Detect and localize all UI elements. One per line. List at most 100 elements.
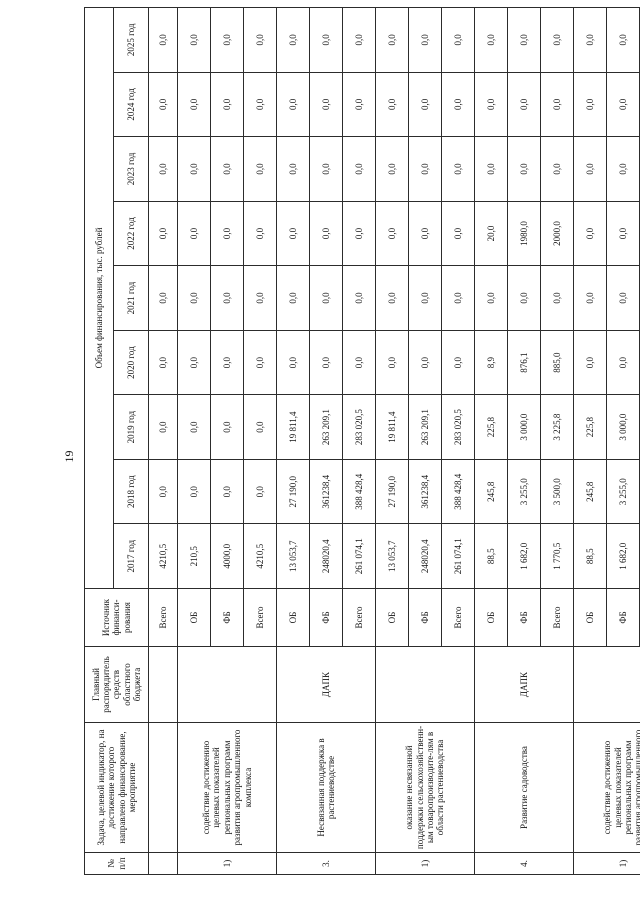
cell-value: 885,0 xyxy=(540,330,574,395)
cell-value: 0,0 xyxy=(210,72,244,137)
cell-value: 0,0 xyxy=(573,330,607,395)
cell-value: 0,0 xyxy=(375,136,409,202)
cell-value: 0,0 xyxy=(309,7,343,73)
cell-source: ОБ xyxy=(375,588,409,647)
cell-value: 0,0 xyxy=(474,265,508,331)
cell-source: Всего xyxy=(441,588,475,647)
cell-value: 88,5 xyxy=(573,523,607,589)
cell-value: 8,9 xyxy=(474,330,508,395)
cell-value: 0,0 xyxy=(540,7,574,73)
cell-value: 0,0 xyxy=(441,72,475,137)
cell-value: 1980,0 xyxy=(507,201,541,266)
cell-value: 0,0 xyxy=(474,136,508,202)
cell-value: 0,0 xyxy=(606,201,640,266)
cell-value: 263 209,1 xyxy=(408,394,442,460)
cell-value: 0,0 xyxy=(606,265,640,331)
cell-value: 0,0 xyxy=(342,136,376,202)
cell-value: 19 811,4 xyxy=(276,394,310,460)
cell-value: 3 000,0 xyxy=(507,394,541,460)
cell-value: 0,0 xyxy=(309,265,343,331)
year-header: 2019 год xyxy=(113,394,149,460)
cell-value: 225,8 xyxy=(573,394,607,460)
cell-value: 19 811,4 xyxy=(375,394,409,460)
cell-value: 13 053,7 xyxy=(276,523,310,589)
year-header: 2018 год xyxy=(113,459,149,524)
header-cell-volume: Объем финансирования, тыс. рублей xyxy=(84,7,114,589)
cell-source: ФБ xyxy=(309,588,343,647)
cell-value: 1 682,0 xyxy=(507,523,541,589)
year-header: 2021 год xyxy=(113,265,149,331)
cell-value: 0,0 xyxy=(210,459,244,524)
year-header: 2023 год xyxy=(113,136,149,202)
cell-value: 0,0 xyxy=(573,265,607,331)
cell-value: 0,0 xyxy=(148,72,178,137)
cell-value: 0,0 xyxy=(210,330,244,395)
year-header: 2020 год xyxy=(113,330,149,395)
cell-value: 0,0 xyxy=(177,201,211,266)
year-header: 2022 год xyxy=(113,201,149,266)
cell-value: 0,0 xyxy=(210,394,244,460)
cell-value: 0,0 xyxy=(342,72,376,137)
header-cell-source: Источник финанси-рования xyxy=(84,588,149,647)
cell-grbs xyxy=(148,646,178,723)
cell-value: 361238,4 xyxy=(408,459,442,524)
cell-value: 3 000,0 xyxy=(606,394,640,460)
cell-value: 0,0 xyxy=(309,136,343,202)
cell-value: 4210,5 xyxy=(148,523,178,589)
cell-value: 0,0 xyxy=(210,265,244,331)
cell-value: 0,0 xyxy=(441,7,475,73)
cell-value: 361238,4 xyxy=(309,459,343,524)
cell-value: 388 428,4 xyxy=(342,459,376,524)
cell-value: 0,0 xyxy=(573,7,607,73)
cell-value: 248020,4 xyxy=(309,523,343,589)
cell-value: 0,0 xyxy=(375,7,409,73)
cell-value: 0,0 xyxy=(342,330,376,395)
cell-value: 0,0 xyxy=(507,7,541,73)
cell-value: 0,0 xyxy=(148,265,178,331)
cell-task: содействие достижению целевых показателе… xyxy=(177,722,277,853)
cell-value: 0,0 xyxy=(540,265,574,331)
cell-task: оказание несвязанной поддержки сельскохо… xyxy=(375,722,475,853)
year-header: 2017 год xyxy=(113,523,149,589)
cell-value: 0,0 xyxy=(309,330,343,395)
cell-value: 0,0 xyxy=(210,201,244,266)
cell-value: 261 074,1 xyxy=(441,523,475,589)
table-row: 1) содействие достижению целевых показат… xyxy=(177,7,277,875)
cell-value: 0,0 xyxy=(243,136,277,202)
cell-value: 0,0 xyxy=(243,72,277,137)
cell-value: 0,0 xyxy=(243,201,277,266)
cell-value: 0,0 xyxy=(177,330,211,395)
header-cell-grbs: Главный распорядитель средств областного… xyxy=(84,646,149,723)
cell-value: 27 190,0 xyxy=(375,459,409,524)
cell-value: 388 428,4 xyxy=(441,459,475,524)
cell-value: 0,0 xyxy=(276,265,310,331)
cell-source: ОБ xyxy=(276,588,310,647)
cell-value: 0,0 xyxy=(375,265,409,331)
cell-value: 0,0 xyxy=(375,201,409,266)
cell-task: Развитие садоводства xyxy=(474,722,574,853)
cell-value: 283 020,5 xyxy=(441,394,475,460)
cell-value: 0,0 xyxy=(375,72,409,137)
cell-value: 0,0 xyxy=(408,330,442,395)
cell-value: 0,0 xyxy=(408,265,442,331)
cell-value: 0,0 xyxy=(276,136,310,202)
cell-value: 0,0 xyxy=(540,72,574,137)
cell-value: 0,0 xyxy=(148,330,178,395)
cell-grbs: ДАПК xyxy=(276,646,376,723)
cell-grbs xyxy=(177,646,277,723)
cell-value: 0,0 xyxy=(342,7,376,73)
cell-value: 0,0 xyxy=(148,394,178,460)
cell-value: 0,0 xyxy=(408,201,442,266)
cell-value: 1 770,5 xyxy=(540,523,574,589)
cell-value: 0,0 xyxy=(210,7,244,73)
cell-value: 0,0 xyxy=(474,7,508,73)
year-header: 2025 год xyxy=(113,7,149,73)
cell-value: 263 209,1 xyxy=(309,394,343,460)
cell-value: 0,0 xyxy=(210,136,244,202)
table-row: Всего 4210,5 0,0 0,0 0,0 0,0 0,0 0,0 0,0… xyxy=(148,7,178,875)
cell-value: 1 682,0 xyxy=(606,523,640,589)
cell-value: 3 255,0 xyxy=(606,459,640,524)
cell-task: содействие достижению целевых показателе… xyxy=(573,722,640,853)
